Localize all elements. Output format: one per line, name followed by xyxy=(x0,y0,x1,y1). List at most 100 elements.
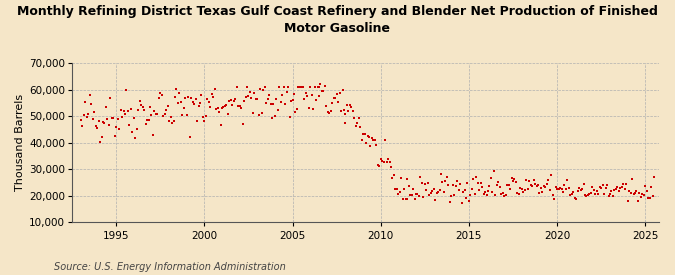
Point xyxy=(384,160,395,164)
Point xyxy=(464,199,475,204)
Point xyxy=(268,101,279,106)
Point xyxy=(530,182,541,186)
Point xyxy=(364,135,375,140)
Point xyxy=(243,94,254,99)
Point xyxy=(306,93,317,97)
Point xyxy=(342,103,352,108)
Point xyxy=(177,113,188,117)
Text: Source: U.S. Energy Information Administration: Source: U.S. Energy Information Administ… xyxy=(54,262,286,272)
Point xyxy=(273,108,284,112)
Point xyxy=(500,193,511,197)
Point xyxy=(526,183,537,188)
Point xyxy=(521,178,532,183)
Point xyxy=(184,134,195,139)
Point xyxy=(416,181,427,186)
Point xyxy=(242,85,252,89)
Point xyxy=(103,122,114,127)
Point xyxy=(208,95,219,100)
Point xyxy=(448,183,458,188)
Point xyxy=(328,96,339,100)
Point xyxy=(218,104,229,109)
Point xyxy=(475,181,486,185)
Point xyxy=(368,138,379,142)
Point xyxy=(252,97,263,101)
Point xyxy=(334,91,345,96)
Point xyxy=(484,184,495,188)
Point xyxy=(430,198,441,202)
Point xyxy=(616,185,627,189)
Point xyxy=(83,112,94,117)
Point xyxy=(107,116,117,120)
Point xyxy=(403,184,414,188)
Point xyxy=(312,85,323,89)
Point xyxy=(259,85,270,89)
Point xyxy=(362,134,373,139)
Point xyxy=(412,192,423,196)
Point xyxy=(443,183,454,188)
Point xyxy=(340,112,351,116)
Point xyxy=(550,184,561,189)
Point xyxy=(102,116,113,121)
Point xyxy=(459,188,470,192)
Point xyxy=(534,191,545,195)
Point xyxy=(194,101,205,105)
Point xyxy=(118,109,129,114)
Point xyxy=(153,96,164,101)
Point xyxy=(389,173,400,177)
Point xyxy=(149,108,160,113)
Point xyxy=(339,108,350,112)
Point xyxy=(192,119,202,123)
Point xyxy=(119,111,130,116)
Point xyxy=(609,188,620,192)
Point xyxy=(355,125,366,129)
Point xyxy=(315,82,326,86)
Point xyxy=(137,104,148,109)
Point xyxy=(240,95,251,99)
Point xyxy=(469,192,480,196)
Point xyxy=(601,183,612,187)
Point xyxy=(286,98,296,103)
Point xyxy=(277,93,288,97)
Point xyxy=(437,180,448,184)
Point xyxy=(458,190,468,194)
Point xyxy=(308,107,319,111)
Point xyxy=(173,100,184,105)
Point xyxy=(117,115,128,119)
Point xyxy=(605,192,616,196)
Point xyxy=(214,110,225,114)
Point xyxy=(433,189,443,194)
Point xyxy=(346,104,357,109)
Point xyxy=(591,188,602,193)
Point xyxy=(176,100,186,104)
Point xyxy=(84,93,95,98)
Point xyxy=(394,189,405,194)
Point xyxy=(474,188,485,192)
Point xyxy=(171,87,182,91)
Point xyxy=(471,175,482,179)
Point xyxy=(124,123,135,127)
Point xyxy=(480,190,491,194)
Point xyxy=(555,185,566,190)
Point xyxy=(165,114,176,119)
Point xyxy=(111,125,122,130)
Point xyxy=(90,123,101,128)
Point xyxy=(300,91,311,95)
Point xyxy=(481,193,492,197)
Point xyxy=(99,121,110,125)
Point xyxy=(209,87,220,92)
Point xyxy=(621,182,632,186)
Point xyxy=(199,118,210,123)
Point xyxy=(381,160,392,164)
Point xyxy=(321,104,331,108)
Point xyxy=(465,192,476,197)
Point xyxy=(531,184,542,188)
Point xyxy=(202,97,213,101)
Point xyxy=(325,109,336,113)
Point xyxy=(178,106,189,110)
Point xyxy=(421,187,432,192)
Point xyxy=(227,103,238,108)
Point xyxy=(414,194,425,198)
Point xyxy=(96,135,107,139)
Point xyxy=(167,121,178,125)
Text: Monthly Refining District Texas Gulf Coast Refinery and Blender Net Production o: Monthly Refining District Texas Gulf Coa… xyxy=(17,6,658,34)
